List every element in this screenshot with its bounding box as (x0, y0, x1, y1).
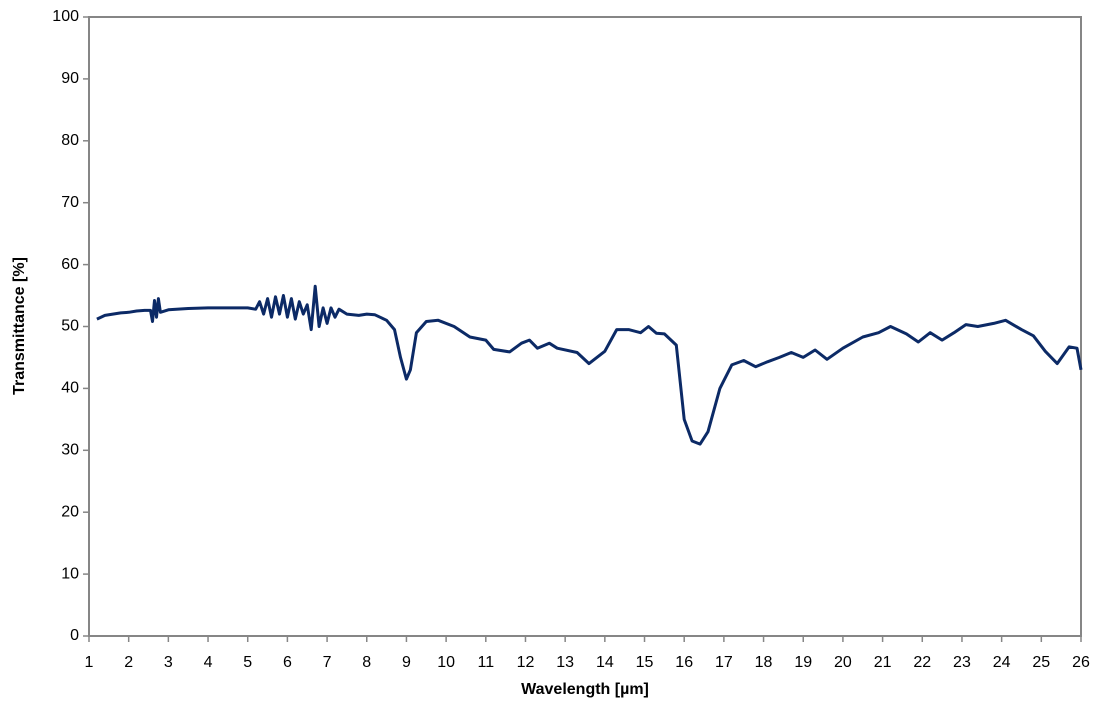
x-tick-label: 17 (715, 654, 733, 671)
y-tick-label: 50 (61, 318, 79, 335)
y-axis-title: Transmittance [%] (11, 257, 28, 395)
x-tick-label: 5 (243, 654, 252, 671)
x-tick-label: 10 (437, 654, 455, 671)
x-tick-label: 23 (953, 654, 971, 671)
x-tick-label: 9 (402, 654, 411, 671)
x-tick-label: 25 (1032, 654, 1050, 671)
y-tick-label: 0 (70, 627, 79, 644)
x-tick-label: 14 (596, 654, 614, 671)
x-tick-label: 12 (517, 654, 535, 671)
x-tick-label: 20 (834, 654, 852, 671)
y-tick-label: 90 (61, 70, 79, 87)
x-tick-label: 4 (204, 654, 213, 671)
x-tick-label: 6 (283, 654, 292, 671)
x-tick-label: 15 (636, 654, 654, 671)
series-line (96, 284, 1083, 446)
y-tick-label: 10 (61, 565, 79, 582)
x-tick-label: 22 (913, 654, 931, 671)
y-tick-label: 70 (61, 194, 79, 211)
y-tick-label: 30 (61, 442, 79, 459)
plot-area (88, 16, 1082, 637)
x-tick-label: 11 (477, 654, 494, 671)
y-tick-label: 60 (61, 256, 79, 273)
x-tick-label: 19 (794, 654, 812, 671)
x-tick-label: 8 (362, 654, 371, 671)
y-tick-label: 100 (52, 8, 79, 25)
x-tick-label: 21 (874, 654, 892, 671)
x-tick-label: 3 (164, 654, 173, 671)
x-tick-label: 18 (755, 654, 773, 671)
x-tick-label: 1 (85, 654, 94, 671)
x-axis-title: Wavelength [µm] (521, 681, 649, 698)
y-tick-label: 20 (61, 503, 79, 520)
x-tick-label: 7 (323, 654, 332, 671)
x-tick-label: 26 (1072, 654, 1090, 671)
x-tick-label: 24 (993, 654, 1011, 671)
x-tick-label: 13 (556, 654, 574, 671)
x-tick-label: 16 (675, 654, 693, 671)
x-tick-label: 2 (124, 654, 133, 671)
y-tick-label: 80 (61, 132, 79, 149)
y-tick-label: 40 (61, 380, 79, 397)
